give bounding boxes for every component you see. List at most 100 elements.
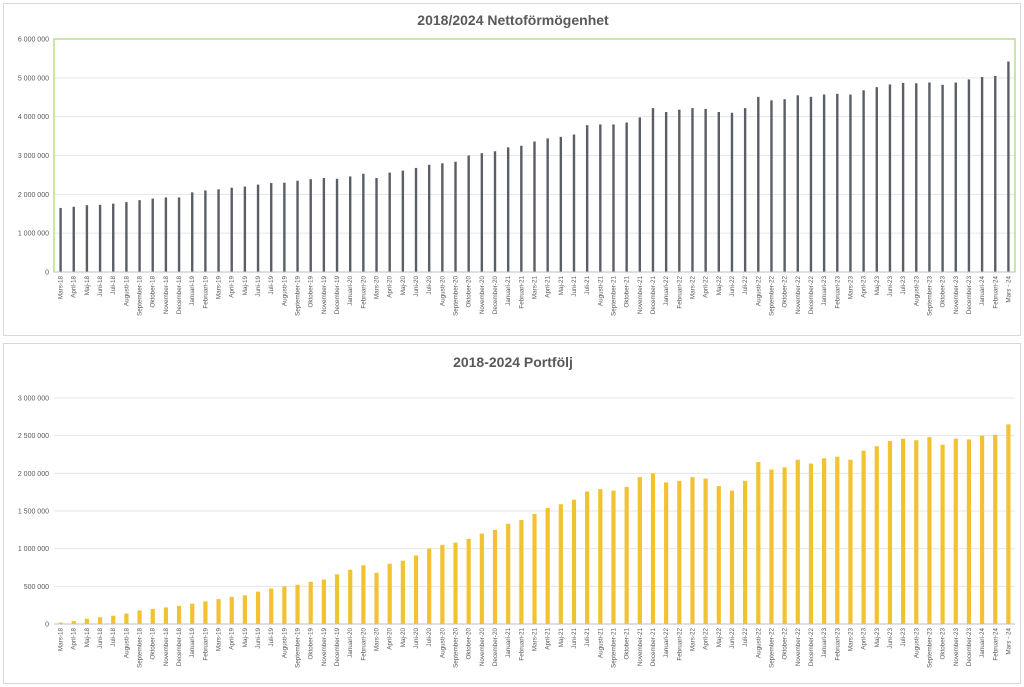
portfolio-x-tick-label: Juli-20 (426, 628, 433, 647)
portfolio-bar (440, 544, 445, 624)
portfolio-bar (769, 469, 774, 624)
networth-bar (638, 117, 642, 273)
portfolio-bar (282, 586, 287, 624)
networth-x-tick-label: Februari-21 (518, 276, 525, 309)
networth-x-tick-label: Augusti-21 (597, 276, 604, 307)
portfolio-x-tick-label: Juni-21 (571, 628, 578, 649)
portfolio-bar (374, 572, 379, 624)
portfolio-bar (914, 440, 919, 624)
portfolio-bar (506, 523, 511, 624)
portfolio-x-tick-label: Augusti-22 (755, 628, 762, 659)
networth-x-tick-label: Februari-24 (992, 276, 999, 309)
portfolio-x-tick-label: Juli-23 (900, 628, 907, 647)
portfolio-bar (979, 435, 985, 624)
portfolio-bar (453, 542, 458, 624)
portfolio-bar (111, 615, 116, 624)
portfolio-x-tick-label: September-21 (610, 628, 617, 668)
networth-bar (204, 190, 207, 272)
networth-bar (730, 112, 734, 273)
portfolio-bar (150, 608, 155, 624)
networth-bar (888, 84, 892, 272)
networth-x-tick-label: Januari-19 (189, 276, 196, 306)
portfolio-bar (190, 603, 195, 624)
portfolio-bar (242, 595, 247, 624)
portfolio-x-tick-label: November-20 (479, 628, 486, 667)
networth-chart-panel: 2018/2024 Nettoförmögenhet 0 1 000 000 2 0… (3, 3, 1021, 336)
portfolio-bar (348, 569, 353, 624)
networth-x-tick-label: Augusti-19 (281, 276, 288, 307)
portfolio-bar (743, 480, 748, 624)
portfolio-bar (664, 482, 669, 624)
networth-x-tick-label: Mars-18 (58, 276, 65, 300)
portfolio-x-tick-label: Februari-23 (834, 628, 841, 661)
portfolio-x-tick-label: September-20 (453, 628, 460, 668)
portfolio-x-tick-label: April-20 (387, 628, 394, 650)
portfolio-bar (492, 529, 498, 624)
portfolio-x-tick-label: Januari-19 (189, 628, 196, 658)
portfolio-bar (756, 462, 761, 624)
portfolio-x-tick-label: April-18 (71, 628, 78, 650)
portfolio-x-tick-label: Maj-21 (558, 628, 565, 648)
portfolio-bar (137, 610, 142, 624)
portfolio-bar (203, 601, 208, 624)
networth-x-tick-label: Augusti-22 (755, 276, 762, 307)
portfolio-bar (571, 499, 577, 624)
portfolio-x-tick-label: Maj-22 (716, 628, 723, 648)
networth-x-tick-label: Oktober-22 (782, 276, 789, 308)
networth-bar (770, 100, 773, 273)
networth-chart-title: 2018/2024 Nettoförmögenhet (417, 12, 609, 28)
portfolio-bar (361, 565, 366, 624)
networth-bar (375, 178, 378, 272)
networth-y-tick-label: 5 000 000 (18, 75, 49, 82)
networth-bar (427, 164, 431, 272)
networth-x-tick-label: Juli-20 (426, 276, 433, 295)
networth-bar (520, 145, 523, 272)
networth-x-tick-label: Mars-23 (847, 276, 854, 300)
networth-y-tick-label: 6 000 000 (18, 37, 49, 44)
networth-bar (480, 153, 484, 272)
networth-x-tick-label: Mars-20 (374, 276, 381, 300)
networth-x-tick-label: November-22 (795, 276, 802, 315)
networth-bar (401, 170, 405, 272)
portfolio-bar (321, 579, 326, 624)
networth-bar (757, 96, 760, 272)
portfolio-bar (598, 489, 603, 624)
networth-x-tick-label: December-20 (492, 276, 499, 315)
portfolio-x-tick-label: Juli-22 (742, 628, 749, 647)
networth-x-tick-label: April-21 (545, 276, 552, 298)
networth-x-tick-label: Juni-22 (729, 276, 736, 297)
networth-bar (230, 187, 233, 272)
networth-x-tick-label: September-19 (295, 276, 302, 316)
networth-x-tick-label: Oktober-20 (466, 276, 473, 308)
portfolio-chart: 2018-2024 Portfölj 0 500 000 1 000 000 1 50… (18, 354, 1015, 668)
portfolio-bar (545, 507, 550, 624)
portfolio-x-tick-label: Augusti-19 (281, 628, 288, 659)
portfolio-bar (808, 463, 814, 624)
portfolio-x-tick-label: Augusti-23 (913, 628, 920, 659)
networth-x-tick-label: September-21 (610, 276, 617, 316)
portfolio-y-tick-label: 2 000 000 (18, 471, 49, 478)
portfolio-x-tick-label: Oktober-18 (150, 628, 157, 660)
networth-x-tick-label: Januari-22 (663, 276, 670, 306)
portfolio-bar (558, 504, 563, 624)
networth-bar (454, 161, 457, 272)
portfolio-x-tick-label: Mars - 24 (1005, 628, 1012, 655)
networth-x-tick-label: November-18 (163, 276, 170, 315)
networth-x-tick-label: April-19 (229, 276, 236, 298)
networth-x-tick-label: Oktober-23 (940, 276, 947, 308)
networth-bar (612, 124, 615, 272)
portfolio-bar (295, 584, 300, 624)
portfolio-chart-panel: 2018-2024 Portfölj 0 500 000 1 000 000 1 50… (3, 343, 1021, 684)
portfolio-bar (124, 613, 129, 624)
networth-x-tick-label: Januari-24 (979, 276, 986, 306)
portfolio-x-tick-label: Juni-20 (413, 628, 420, 649)
portfolio-bar (255, 591, 261, 624)
networth-bar (994, 75, 997, 273)
networth-x-tick-label: September-22 (768, 276, 775, 316)
portfolio-bar (532, 514, 537, 624)
networth-bar (651, 108, 655, 272)
networth-bar (85, 205, 89, 272)
networth-bar (1007, 61, 1010, 273)
portfolio-x-tick-label: April-21 (545, 628, 552, 650)
networth-x-tick-label: Februari-20 (360, 276, 367, 309)
